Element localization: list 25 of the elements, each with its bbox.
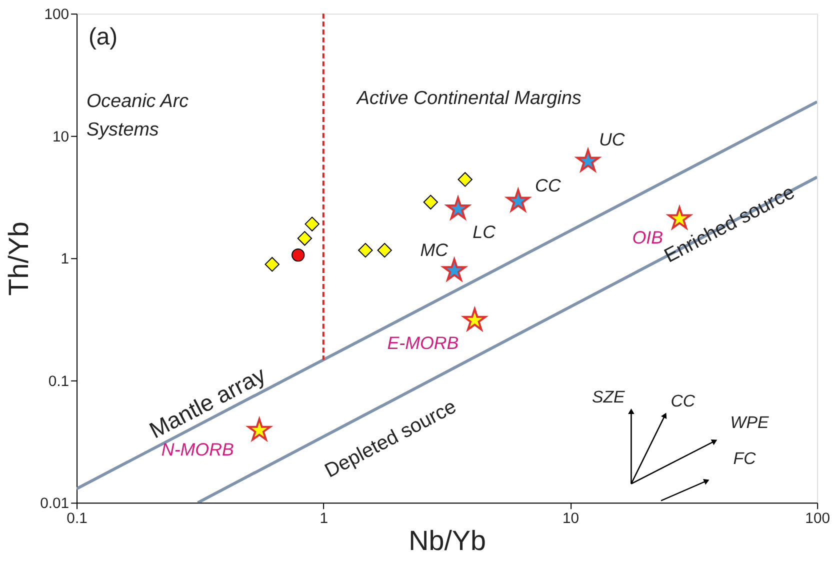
data-label: MC	[420, 240, 448, 260]
x-tick-label: 10	[562, 511, 580, 528]
x-tick-label: 100	[805, 511, 830, 528]
annotation: (a)	[88, 23, 118, 50]
y-tick-label: 0.1	[48, 374, 70, 390]
data-label: UC	[598, 129, 625, 150]
annotation: WPE	[730, 413, 770, 432]
data-label: E-MORB	[387, 333, 459, 354]
y-tick-label: 1	[60, 252, 70, 268]
annotation: Oceanic Arc Systems	[86, 91, 190, 140]
y-tick-label: 10	[52, 129, 70, 146]
annotation: Active Continental Margins	[356, 88, 582, 110]
y-axis-title: Th/Yb	[3, 222, 34, 296]
x-axis-title: Nb/Yb	[408, 524, 486, 556]
data-label: OIB	[632, 228, 664, 248]
x-tick-label: 1	[320, 511, 328, 528]
data-label: N-MORB	[161, 439, 234, 460]
annotation: FC	[733, 448, 757, 468]
data-label: CC	[535, 175, 561, 196]
y-tick-label: 100	[44, 7, 70, 24]
data-label: LC	[472, 222, 496, 242]
y-tick-label: 0.01	[40, 496, 70, 512]
annotation: SZE	[592, 387, 626, 406]
x-tick-label: 0.1	[66, 511, 88, 528]
annotation: CC	[670, 391, 696, 410]
